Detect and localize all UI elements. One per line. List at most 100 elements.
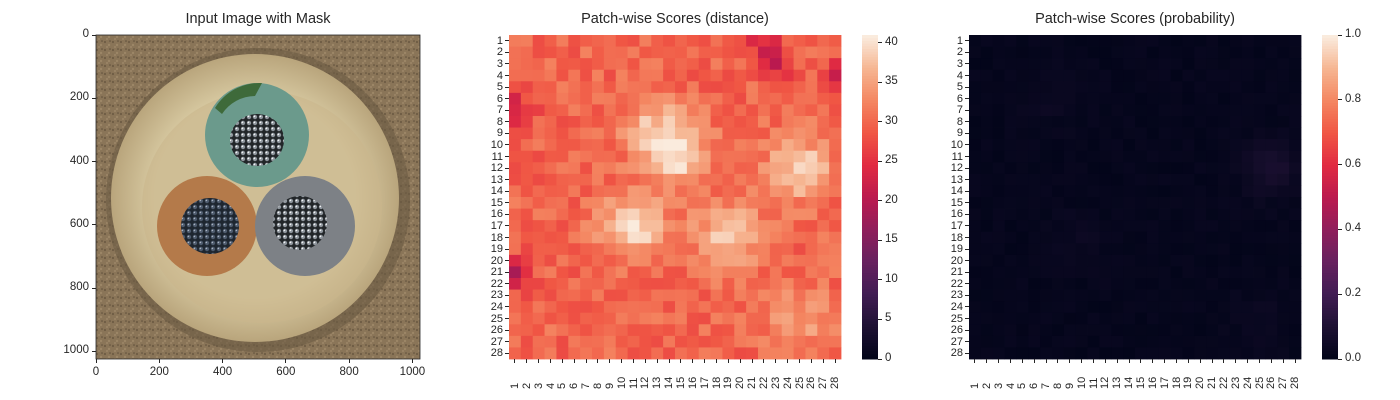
heatmap-cell — [1241, 173, 1254, 186]
colorbar-segment — [1322, 221, 1338, 225]
heatmap-cell — [627, 69, 640, 82]
heatmap-cell — [592, 139, 605, 152]
heatmap-cell — [615, 162, 628, 175]
heatmap-cell — [722, 278, 735, 290]
heatmap-cell — [722, 347, 735, 360]
heatmap-cell — [1265, 92, 1278, 105]
heatmap-cell — [710, 46, 723, 59]
colorbar-segment — [862, 256, 878, 260]
heatmap-cell — [580, 139, 593, 152]
heatmap-cell — [1182, 254, 1195, 267]
col-tick-mark — [1223, 359, 1225, 363]
heatmap-cell — [1111, 92, 1124, 105]
heatmap-cell — [746, 347, 759, 360]
heatmap-cell — [1229, 92, 1243, 105]
heatmap-cell — [1265, 58, 1278, 71]
heatmap-cell — [1028, 278, 1041, 290]
heatmap-cell — [1170, 162, 1183, 175]
heatmap-cell — [509, 104, 522, 117]
heatmap-cell — [769, 301, 783, 314]
colorbar-segment — [1322, 256, 1338, 260]
heatmap-cell — [1123, 324, 1136, 337]
heatmap-cell — [1016, 278, 1029, 290]
heatmap-cell — [781, 92, 794, 105]
heatmap-cell — [781, 58, 794, 71]
heatmap-cell — [1063, 243, 1077, 256]
heatmap-cell — [532, 162, 545, 175]
heatmap-cell — [556, 173, 569, 186]
heatmap-cell — [520, 289, 534, 302]
heatmap-cell — [580, 278, 593, 290]
heatmap-cell — [1087, 278, 1100, 290]
colorbar-segment — [1322, 124, 1338, 128]
heatmap-cell — [686, 92, 700, 105]
heatmap-cell — [1028, 301, 1041, 314]
colorbar-segment — [862, 288, 878, 292]
heatmap-cell — [556, 197, 569, 209]
heatmap-cell — [1135, 324, 1148, 337]
heatmap-cell — [1265, 347, 1278, 360]
heatmap-cell — [1146, 243, 1160, 256]
heatmap-cell — [1206, 243, 1219, 256]
heatmap-cell — [592, 81, 605, 94]
heatmap-cell — [1194, 347, 1207, 360]
heatmap-cell — [1040, 81, 1053, 94]
heatmap-cell — [758, 58, 771, 71]
heatmap-cell — [520, 127, 534, 140]
heatmap-cell — [1241, 208, 1254, 221]
heatmap-cell — [1146, 46, 1160, 59]
heatmap-cell — [1052, 347, 1065, 360]
heatmap-cell — [805, 266, 818, 279]
heatmap-cell — [817, 335, 830, 348]
heatmap-cell — [829, 150, 842, 163]
heatmap-cell — [651, 266, 664, 279]
heatmap-cell — [829, 92, 842, 105]
heatmap-cell — [663, 220, 676, 233]
row-tick-mark — [965, 109, 969, 111]
heatmap-cell — [580, 92, 593, 105]
colorbar-segment — [1322, 350, 1338, 355]
heatmap-cell — [829, 104, 842, 117]
heatmap-cell — [1123, 335, 1136, 348]
colorbar-segment — [1322, 56, 1338, 60]
heatmap-cell — [1289, 35, 1302, 47]
heatmap-cell — [1229, 347, 1243, 360]
heatmap-cell — [1004, 35, 1017, 47]
heatmap-cell — [758, 231, 771, 244]
heatmap-cell — [769, 104, 783, 117]
heatmap-cell — [1158, 116, 1171, 128]
heatmap-cell — [544, 243, 557, 256]
heatmap-cell — [1289, 324, 1302, 337]
heatmap-cell — [1194, 324, 1207, 337]
heatmap-cell — [1087, 92, 1100, 105]
heatmap-cell — [829, 127, 842, 140]
heatmap-cell — [1206, 335, 1219, 348]
heatmap-cell — [651, 162, 664, 175]
heatmap-cell — [829, 220, 842, 233]
heatmap-cell — [758, 46, 771, 59]
heatmap-cell — [1229, 312, 1243, 325]
heatmap-cell — [603, 46, 617, 59]
heatmap-cell — [1016, 335, 1029, 348]
colorbar-segment — [862, 226, 878, 230]
col-label: 28 — [1289, 376, 1302, 389]
heatmap-cell — [1253, 289, 1266, 302]
heatmap-cell — [639, 185, 652, 198]
heatmap-cell — [663, 347, 676, 360]
heatmap-cell — [722, 139, 735, 152]
heatmap-cell — [769, 162, 783, 175]
heatmap-cell — [1206, 58, 1219, 71]
heatmap-cell — [1170, 81, 1183, 94]
heatmap-cell — [817, 266, 830, 279]
heatmap-cell — [556, 81, 569, 94]
heatmap-cell — [568, 69, 581, 82]
heatmap-cell — [556, 35, 569, 47]
colorbar-segment — [862, 161, 878, 166]
heatmap-cell — [1111, 173, 1124, 186]
colorbar-segment — [862, 121, 878, 125]
colorbar-segment — [862, 172, 878, 176]
heatmap-cell — [568, 35, 581, 47]
heatmap-cell — [734, 185, 747, 198]
col-tick-mark — [1282, 359, 1284, 363]
heatmap-cell — [651, 35, 664, 47]
